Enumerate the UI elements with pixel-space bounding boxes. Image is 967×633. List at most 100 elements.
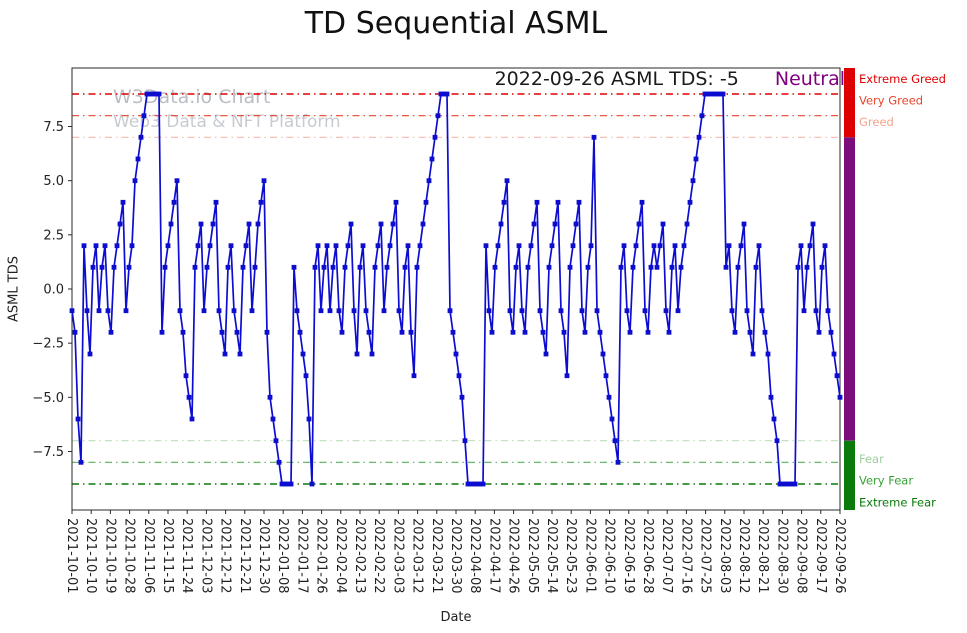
tds-point xyxy=(126,264,132,270)
tds-point xyxy=(771,416,777,422)
tds-point xyxy=(342,264,348,270)
tds-point xyxy=(132,178,138,184)
tds-point xyxy=(300,351,306,357)
tds-point xyxy=(423,199,429,205)
tds-point xyxy=(204,264,210,270)
x-tick-label: 2022-01-17 xyxy=(294,518,309,594)
tds-point xyxy=(708,91,714,97)
tds-point xyxy=(570,243,576,249)
tds-point xyxy=(651,243,657,249)
tds-point xyxy=(726,243,732,249)
tds-point xyxy=(477,481,483,487)
tds-point xyxy=(711,91,717,97)
tds-point xyxy=(678,264,684,270)
zone-label-very-greed: Very Greed xyxy=(859,94,923,108)
tds-point xyxy=(261,178,267,184)
tds-point xyxy=(369,351,375,357)
tds-point xyxy=(654,264,660,270)
tds-point xyxy=(627,329,633,335)
zone-label-extreme-fear: Extreme Fear xyxy=(859,495,936,509)
x-tick-label: 2022-06-10 xyxy=(602,518,617,594)
tds-point xyxy=(462,438,468,444)
tds-point xyxy=(753,264,759,270)
tds-point xyxy=(453,351,459,357)
x-tick-label: 2022-08-03 xyxy=(717,518,732,594)
tds-point xyxy=(258,199,264,205)
tds-point xyxy=(810,221,816,227)
tds-point xyxy=(468,481,474,487)
tds-point xyxy=(345,243,351,249)
tds-point xyxy=(219,329,225,335)
y-tick-label: 7.5 xyxy=(43,120,64,135)
tds-point xyxy=(102,243,108,249)
tds-point xyxy=(579,308,585,314)
tds-point xyxy=(498,221,504,227)
current-reading: 2022-09-26 ASML TDS: -5 Neutral xyxy=(495,68,845,90)
tds-point xyxy=(591,134,597,140)
y-tick-label: −2.5 xyxy=(32,337,64,352)
tds-point xyxy=(642,308,648,314)
tds-point xyxy=(246,221,252,227)
x-tick-label: 2022-07-07 xyxy=(659,518,674,594)
tds-point xyxy=(252,264,258,270)
tds-point xyxy=(111,264,117,270)
x-tick-label: 2021-10-10 xyxy=(83,518,98,594)
tds-point xyxy=(270,416,276,422)
tds-point xyxy=(324,243,330,249)
tds-point xyxy=(801,308,807,314)
tds-point xyxy=(768,394,774,400)
tds-point xyxy=(105,308,111,314)
tds-point xyxy=(456,373,462,379)
tds-point xyxy=(138,134,144,140)
x-tick-label: 2021-10-01 xyxy=(64,518,79,594)
tds-point xyxy=(276,459,282,465)
tds-point xyxy=(147,91,153,97)
tds-point xyxy=(747,329,753,335)
watermark-line1: W3Data.io Chart xyxy=(113,86,271,108)
tds-point xyxy=(297,329,303,335)
tds-point xyxy=(483,243,489,249)
tds-point xyxy=(201,308,207,314)
tds-point xyxy=(192,264,198,270)
tds-point xyxy=(384,264,390,270)
tds-point xyxy=(573,221,579,227)
tds-point xyxy=(435,113,441,119)
tds-point xyxy=(402,264,408,270)
tds-point xyxy=(282,481,288,487)
tds-point xyxy=(717,91,723,97)
tds-point xyxy=(723,264,729,270)
x-tick-label: 2022-08-21 xyxy=(755,518,770,594)
zone-label-greed: Greed xyxy=(859,115,894,129)
tds-point xyxy=(480,481,486,487)
x-tick-label: 2022-07-16 xyxy=(678,518,693,594)
chart-title: TD Sequential ASML xyxy=(304,6,608,41)
tds-point xyxy=(756,243,762,249)
tds-point xyxy=(666,329,672,335)
tds-point xyxy=(519,308,525,314)
tds-point xyxy=(531,221,537,227)
tds-point xyxy=(684,221,690,227)
tds-point xyxy=(465,481,471,487)
tds-point xyxy=(492,264,498,270)
tds-point xyxy=(198,221,204,227)
tds-point xyxy=(216,308,222,314)
tds-point xyxy=(108,329,114,335)
tds-point xyxy=(663,308,669,314)
tds-point xyxy=(720,91,726,97)
tds-point xyxy=(549,243,555,249)
tds-point xyxy=(588,243,594,249)
x-tick-label: 2022-01-08 xyxy=(275,518,290,594)
tds-point xyxy=(645,329,651,335)
tds-point xyxy=(738,243,744,249)
tds-point xyxy=(234,329,240,335)
x-tick-label: 2021-10-28 xyxy=(122,518,137,594)
tds-point xyxy=(351,308,357,314)
tds-point xyxy=(447,308,453,314)
tds-point xyxy=(612,438,618,444)
tds-point xyxy=(555,199,561,205)
tds-point xyxy=(777,481,783,487)
tds-point xyxy=(72,329,78,335)
tds-point xyxy=(702,91,708,97)
x-tick-label: 2022-01-26 xyxy=(314,518,329,594)
